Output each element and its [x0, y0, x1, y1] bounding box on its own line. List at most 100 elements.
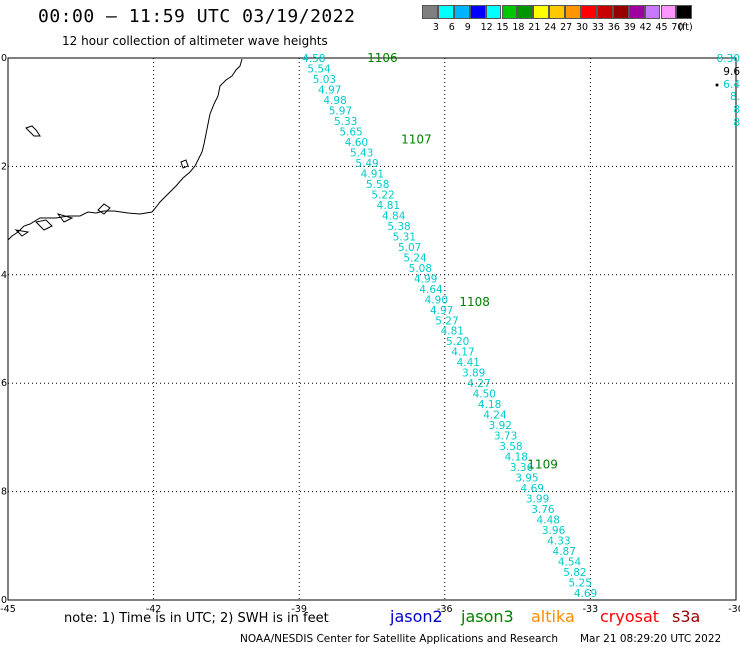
legend-swatch — [596, 5, 613, 19]
wave-height-value: 4.81 — [441, 326, 464, 338]
edge-wave-height-value: 8 — [733, 117, 740, 129]
wave-height-value: 5.27 — [435, 315, 458, 327]
legend-swatch — [581, 5, 597, 19]
legend-swatch — [644, 5, 661, 19]
legend-swatch — [485, 5, 502, 19]
edge-wave-height-value: 6.4 — [723, 79, 740, 91]
legend-swatch — [676, 5, 693, 19]
wave-height-value: 4.50 — [473, 389, 496, 401]
wave-height-value: 4.99 — [414, 273, 437, 285]
legend-swatch — [565, 5, 581, 19]
coastline-bay — [14, 203, 111, 237]
wave-height-value: 5.25 — [569, 578, 592, 590]
map-frame — [7, 57, 737, 601]
legend-label: 24 — [544, 22, 557, 33]
wave-height-value: 4.97 — [430, 305, 453, 317]
wave-height-value: 3.95 — [515, 473, 538, 485]
legend-label: 27 — [560, 22, 573, 33]
wave-height-value: 4.69 — [574, 588, 597, 600]
legend-label: 9 — [464, 22, 471, 33]
pass-time-label: 1108 — [459, 295, 490, 309]
legend-label: 42 — [639, 22, 652, 33]
legend-label: 45 — [655, 22, 668, 33]
edge-wave-height-value: 8.30 — [717, 53, 740, 65]
satellite-s3a: s3a — [672, 607, 701, 626]
map-title: 00:00 – 11:59 UTC 03/19/2022 — [38, 6, 356, 27]
wave-height-value: 4.54 — [558, 557, 582, 569]
wave-height-value: 5.20 — [446, 336, 469, 348]
wave-height-value: 4.58 — [302, 53, 325, 65]
wave-height-value: 5.82 — [563, 567, 586, 579]
edge-track-dot — [715, 83, 719, 87]
legend-label: 30 — [576, 22, 589, 33]
legend-label: 6 — [448, 22, 455, 33]
satellite-cryosat: cryosat — [600, 607, 660, 626]
legend-swatch — [517, 5, 534, 19]
wave-height-value: 3.89 — [462, 368, 485, 380]
satellite-jason2: jason2 — [390, 607, 443, 626]
legend-label: 15 — [496, 22, 509, 33]
wave-height-value: 5.07 — [398, 242, 421, 254]
wave-height-value: 4.18 — [505, 452, 528, 464]
legend-swatch — [533, 5, 550, 19]
pass-time-label: 1109 — [527, 458, 558, 472]
wave-height-value: 3.73 — [494, 431, 517, 443]
wave-height-value: 5.49 — [355, 158, 378, 170]
legend-label: 33 — [591, 22, 604, 33]
lon-tick-label: -42 — [146, 604, 162, 615]
wave-height-value: 5.08 — [409, 263, 432, 275]
coastline — [7, 58, 243, 241]
wave-height-value: 4.18 — [478, 399, 501, 411]
wave-height-value: 5.33 — [334, 116, 357, 128]
wave-height-value: 3.99 — [526, 494, 549, 506]
generation-timestamp: Mar 21 08:29:20 UTC 2022 — [580, 633, 722, 645]
wave-height-value: 4.17 — [451, 347, 474, 359]
wave-height-value: 4.69 — [521, 483, 544, 495]
lon-tick-label: -45 — [0, 604, 16, 615]
wave-height-value: 3.96 — [542, 525, 566, 537]
lat-tick-label: -20 — [0, 53, 7, 64]
wave-height-value: 5.58 — [366, 179, 389, 191]
pass-time-label: 1106 — [367, 51, 398, 65]
legend-swatch — [628, 5, 645, 19]
wave-height-value: 4.48 — [537, 515, 560, 527]
wave-height-value: 4.24 — [483, 410, 507, 422]
legend-label: 36 — [607, 22, 620, 33]
lon-tick-label: -36 — [437, 604, 453, 615]
legend-swatch — [453, 5, 470, 19]
wave-height-value: 5.22 — [371, 189, 394, 201]
wave-height-value: 4.90 — [425, 294, 448, 306]
lon-tick-label: -33 — [583, 604, 599, 615]
wave-height-value: 4.27 — [467, 378, 490, 390]
island — [180, 159, 189, 169]
lat-tick-label: -30 — [0, 595, 7, 606]
lon-tick-label: -39 — [291, 604, 307, 615]
wave-height-value: 4.87 — [553, 546, 576, 558]
legend-label: 12 — [480, 22, 493, 33]
legend-label: 3 — [432, 22, 439, 33]
lat-tick-label: -28 — [0, 487, 7, 498]
wave-height-value: 4.81 — [377, 200, 400, 212]
legend-swatch — [501, 5, 518, 19]
footnote: note: 1) Time is in UTC; 2) SWH is in fe… — [64, 611, 329, 626]
wave-height-value: 3.76 — [531, 504, 555, 516]
island — [25, 125, 41, 137]
edge-wave-height-value: 8 — [733, 104, 740, 116]
map-subtitle: 12 hour collection of altimeter wave hei… — [62, 34, 328, 48]
legend-swatch — [422, 5, 438, 19]
legend-swatch — [660, 5, 677, 19]
wave-height-value: 4.84 — [382, 210, 406, 222]
wave-height-value: 5.03 — [313, 74, 336, 86]
lat-tick-label: -22 — [0, 161, 7, 172]
legend-label: 70 — [671, 22, 684, 33]
satellite-altika: altika — [531, 607, 575, 626]
wave-height-value: 5.38 — [387, 221, 410, 233]
wave-height-value: 5.43 — [350, 147, 373, 159]
lat-tick-label: -26 — [0, 378, 7, 389]
wave-height-value: 5.65 — [339, 126, 362, 138]
legend-label: 39 — [623, 22, 636, 33]
wave-height-value: 4.41 — [457, 357, 480, 369]
wave-height-value: 4.98 — [323, 95, 346, 107]
wave-height-value: 5.54 — [307, 63, 331, 75]
lon-tick-label: -30 — [728, 604, 740, 615]
